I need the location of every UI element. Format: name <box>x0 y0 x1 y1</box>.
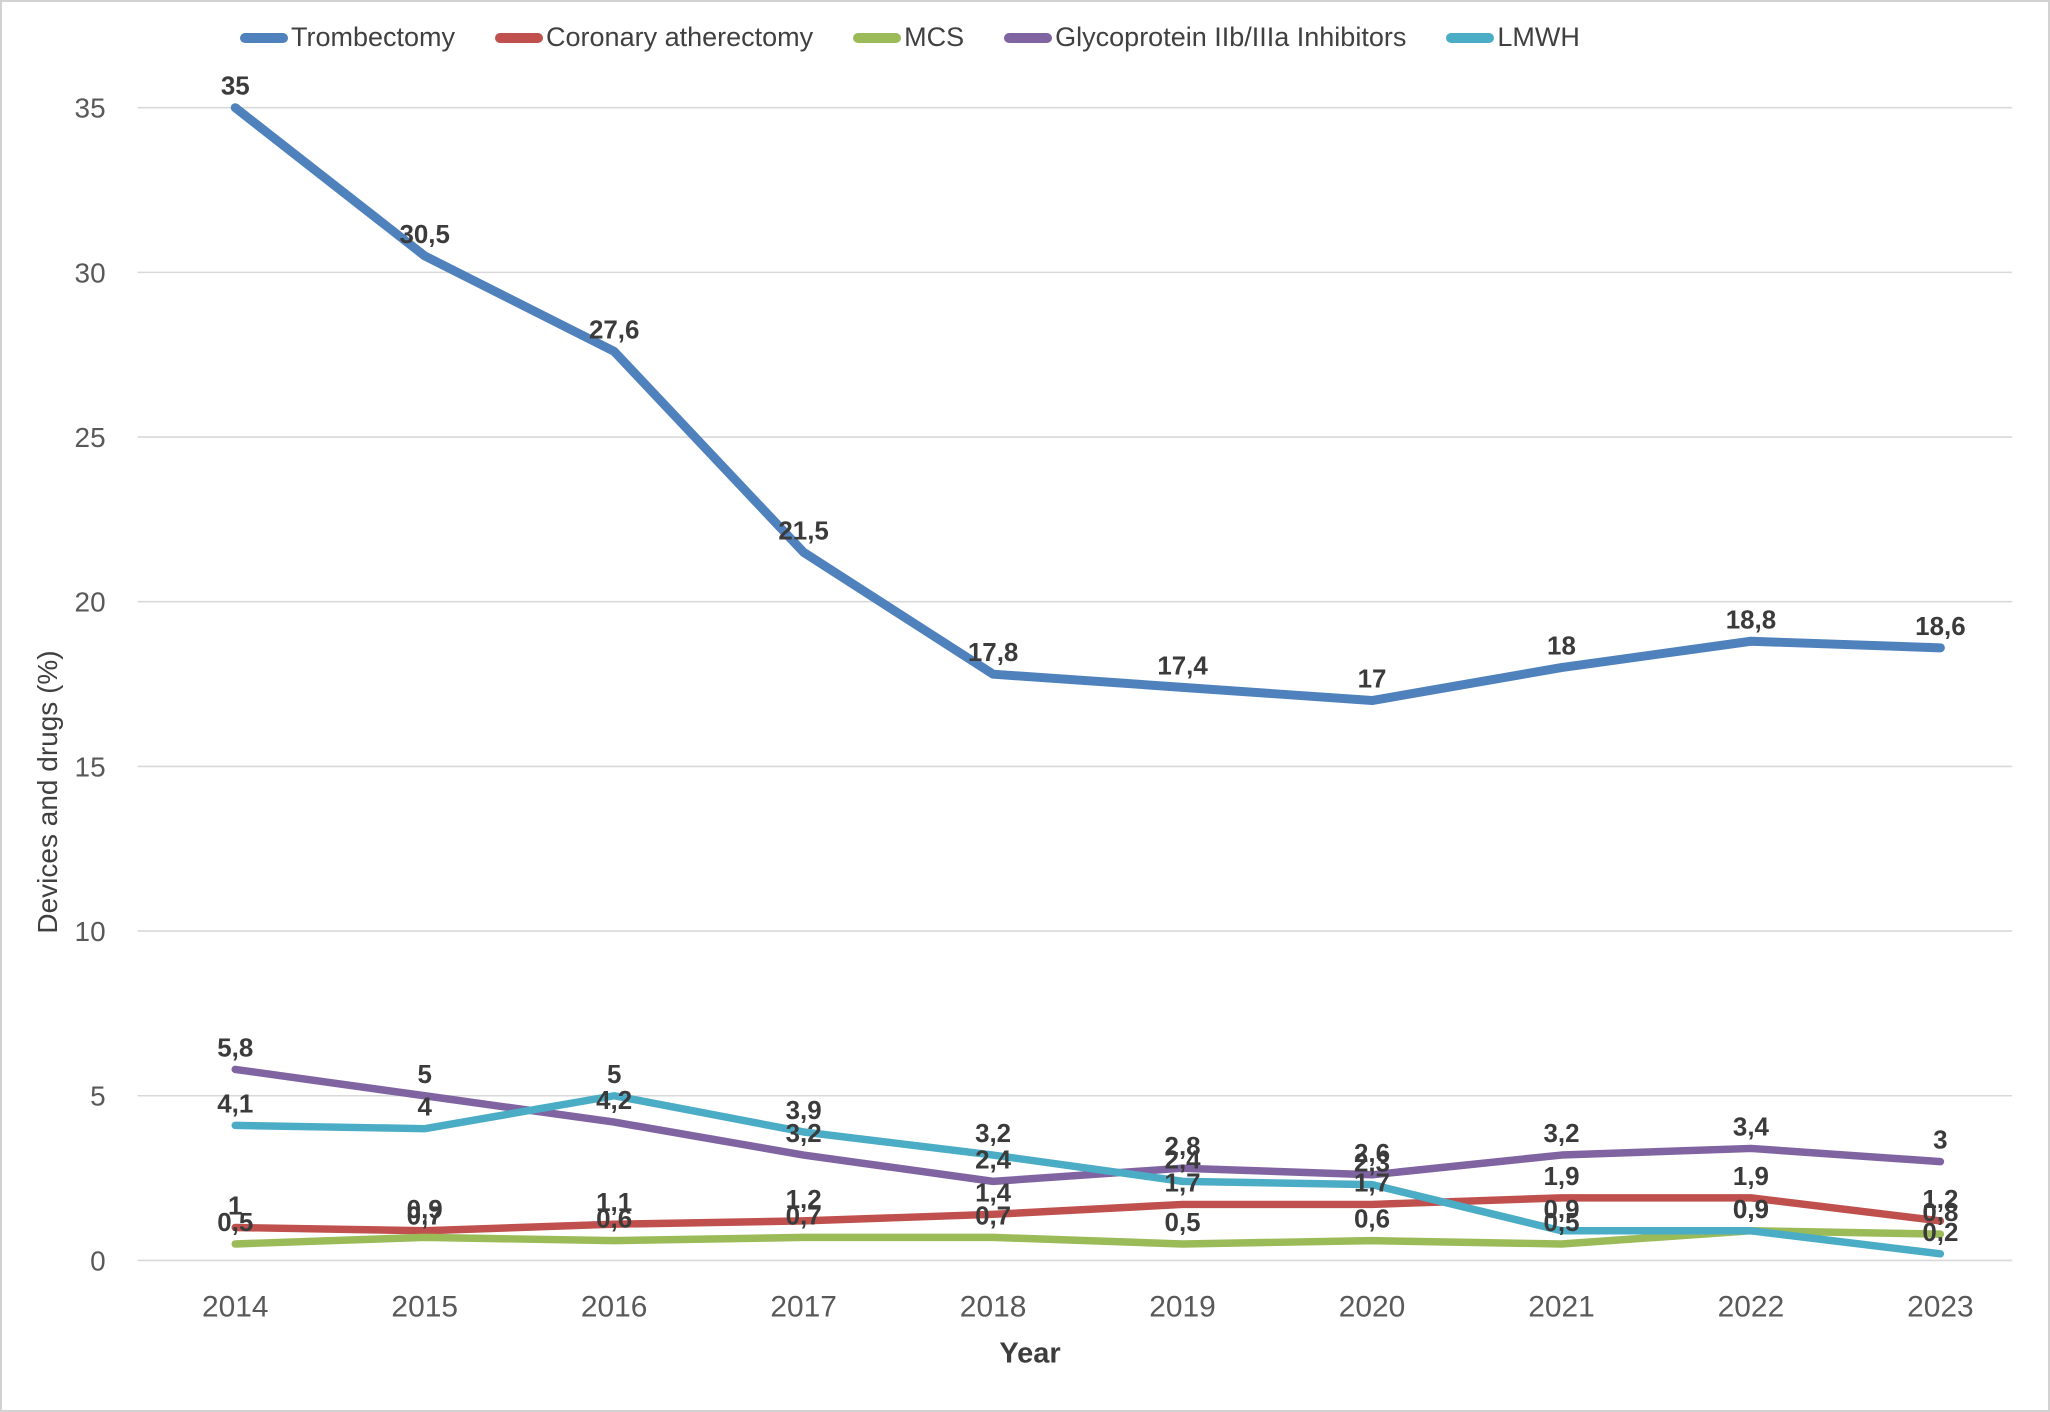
legend-label: Glycoprotein IIb/IIIa Inhibitors <box>1055 22 1407 52</box>
data-label: 5 <box>417 1061 431 1089</box>
data-label: 0,9 <box>407 1196 443 1224</box>
data-label: 3,4 <box>1733 1113 1770 1141</box>
chart-legend: Trombectomy Coronary atherectomy MCS Glycop… <box>240 22 1580 53</box>
data-label: 2,6 <box>1354 1140 1390 1168</box>
data-label: 2,3 <box>1354 1150 1390 1178</box>
data-label: 3,2 <box>975 1120 1011 1148</box>
legend-item-mcs: MCS <box>853 22 964 53</box>
data-label: 1 <box>228 1193 242 1221</box>
data-label: 1,4 <box>975 1179 1012 1207</box>
data-label: 4,1 <box>217 1090 253 1118</box>
x-tick-label-2022: 2022 <box>1718 1290 1785 1323</box>
data-label: 17 <box>1358 666 1387 694</box>
series-line-lmwh <box>231 1092 1945 1258</box>
legend-item-coronary-atherectomy: Coronary atherectomy <box>495 22 813 53</box>
data-label: 1,1 <box>596 1189 632 1217</box>
series-line-coronary-atherectomy <box>231 1194 1945 1235</box>
y-tick-label-15: 15 <box>75 751 106 782</box>
data-label: 0,2 <box>1922 1219 1958 1247</box>
legend-swatch-icon <box>1446 32 1495 43</box>
legend-swatch-icon <box>1004 32 1053 43</box>
legend-label: MCS <box>904 22 965 52</box>
legend-item-trombectomy: Trombectomy <box>240 22 455 53</box>
y-axis-title: Devices and drugs (%) <box>32 650 63 934</box>
data-label: 30,5 <box>399 221 449 249</box>
data-label: 0,9 <box>1733 1196 1769 1224</box>
legend-label: Trombectomy <box>291 22 456 52</box>
legend-item-glycoprotein-iib-iiia-inhibitors: Glycoprotein IIb/IIIa Inhibitors <box>1004 22 1406 53</box>
data-label: 0,5 <box>217 1209 253 1237</box>
x-tick-label-2019: 2019 <box>1149 1290 1216 1323</box>
series-line-mcs <box>231 1227 1945 1248</box>
x-axis-title: Year <box>999 1337 1061 1370</box>
data-label: 0,7 <box>786 1202 822 1230</box>
data-label: 0,7 <box>975 1202 1011 1230</box>
x-tick-label-2021: 2021 <box>1528 1290 1595 1323</box>
x-tick-label-2014: 2014 <box>202 1290 269 1323</box>
data-label: 1,7 <box>1354 1169 1390 1197</box>
y-tick-label-30: 30 <box>75 257 106 288</box>
legend-swatch-icon <box>240 32 288 43</box>
data-label: 1,7 <box>1165 1169 1201 1197</box>
data-label: 5 <box>607 1061 621 1089</box>
data-label: 1,9 <box>1733 1163 1769 1191</box>
data-label: 2,4 <box>1165 1146 1202 1174</box>
data-label: 3,9 <box>786 1097 822 1125</box>
y-tick-label-25: 25 <box>75 422 106 453</box>
x-tick-label-2015: 2015 <box>391 1290 458 1323</box>
data-label: 2,8 <box>1165 1133 1201 1161</box>
data-label: 18,6 <box>1915 613 1965 641</box>
x-tick-label-2020: 2020 <box>1339 1290 1406 1323</box>
data-label: 17,8 <box>968 639 1018 667</box>
data-label: 3,2 <box>1543 1120 1579 1148</box>
x-tick-label-2018: 2018 <box>960 1290 1027 1323</box>
data-label: 5,8 <box>217 1034 253 1062</box>
data-label: 0,8 <box>1922 1199 1958 1227</box>
data-label: 17,4 <box>1157 652 1208 680</box>
data-label: 1,2 <box>1922 1186 1958 1214</box>
data-label: 0,7 <box>407 1202 443 1230</box>
data-label: 0,9 <box>1543 1196 1579 1224</box>
legend-swatch-icon <box>495 32 544 43</box>
data-label: 0,6 <box>596 1206 632 1234</box>
data-label: 0,6 <box>1354 1206 1390 1234</box>
y-tick-label-35: 35 <box>75 93 106 124</box>
y-tick-label-10: 10 <box>75 916 106 947</box>
data-label: 27,6 <box>589 316 639 344</box>
data-label: 4,2 <box>596 1087 632 1115</box>
data-label: 3 <box>1933 1127 1947 1155</box>
y-tick-label-0: 0 <box>90 1245 106 1276</box>
y-tick-label-5: 5 <box>90 1081 106 1112</box>
data-label: 35 <box>221 73 250 101</box>
data-label: 1,2 <box>786 1186 822 1214</box>
data-label: 0,9 <box>1733 1196 1769 1224</box>
data-label: 1,9 <box>1543 1163 1579 1191</box>
legend-label: LMWH <box>1497 22 1580 52</box>
x-tick-label-2016: 2016 <box>581 1290 648 1323</box>
data-label: 0,5 <box>1165 1209 1201 1237</box>
data-label: 2,4 <box>975 1146 1012 1174</box>
data-label: 0,5 <box>1543 1209 1579 1237</box>
legend-swatch-icon <box>853 32 902 43</box>
series-line-trombectomy <box>230 103 1945 706</box>
legend-item-lmwh: LMWH <box>1446 22 1580 53</box>
x-tick-label-2017: 2017 <box>770 1290 837 1323</box>
data-label: 21,5 <box>778 517 828 545</box>
data-label: 18,8 <box>1726 606 1776 634</box>
x-tick-label-2023: 2023 <box>1907 1290 1974 1323</box>
legend-label: Coronary atherectomy <box>546 22 814 52</box>
data-label: 4 <box>417 1094 432 1122</box>
data-label: 18 <box>1547 633 1576 661</box>
y-tick-label-20: 20 <box>75 587 106 618</box>
data-label: 3,2 <box>786 1120 822 1148</box>
